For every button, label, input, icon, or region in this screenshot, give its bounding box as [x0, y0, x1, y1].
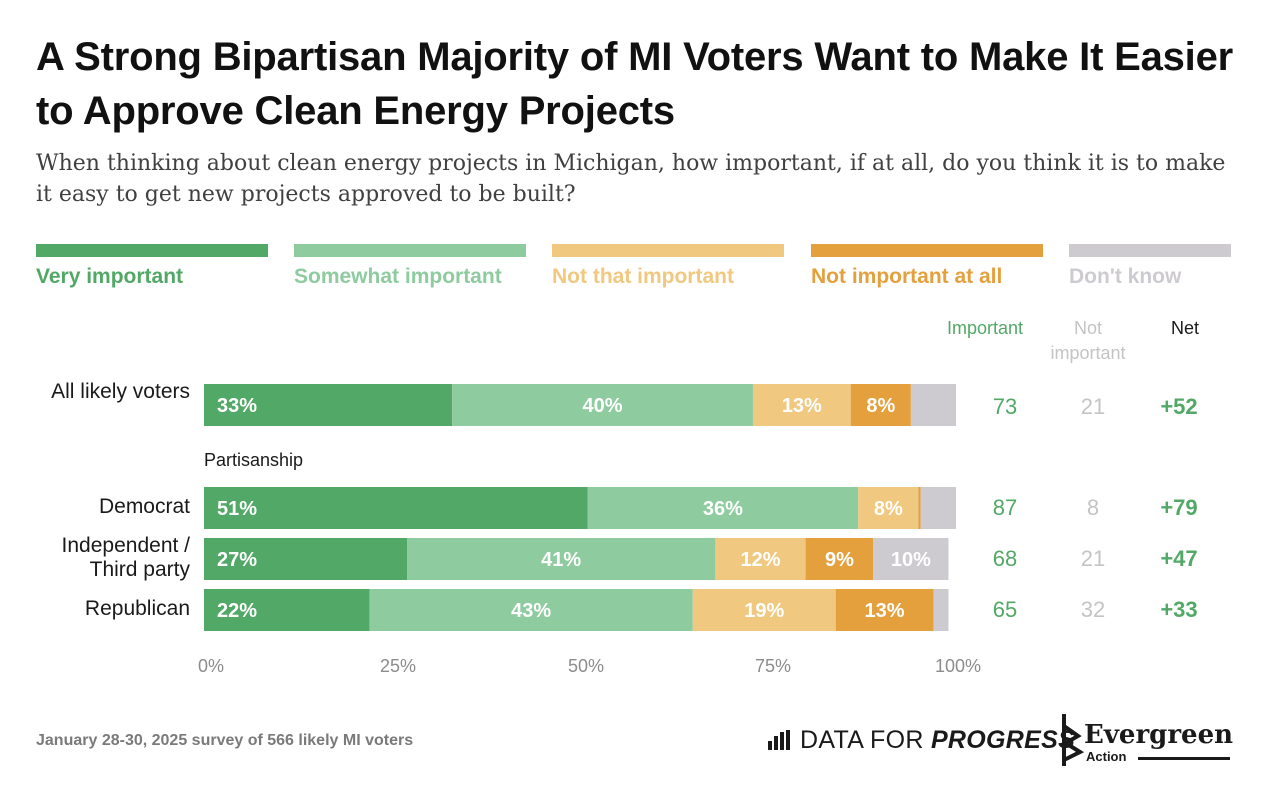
bar-segment	[858, 487, 919, 529]
net-value-independent: +47	[1160, 546, 1198, 571]
bar-data-label: 8%	[874, 498, 903, 520]
row-label-all-likely-voters: All likely voters	[51, 380, 190, 403]
net-value-democrat: +79	[1160, 495, 1198, 520]
legend-item-not-that-important: Not that important	[552, 244, 784, 289]
column-header-not-important: Not important	[1050, 318, 1126, 363]
bar-segment	[407, 538, 716, 580]
legend-swatch	[1069, 244, 1231, 257]
legend-label: Not important at all	[811, 265, 1003, 288]
bar-data-label: 36%	[703, 498, 743, 520]
x-tick-label: 25%	[379, 656, 417, 676]
bar-segment	[204, 487, 588, 529]
data-for-progress-logo: DATA FOR PROGRESS	[768, 724, 1075, 756]
legend-label: Very important	[36, 265, 184, 288]
legend-item-somewhat-important: Somewhat important	[294, 244, 526, 289]
legend-swatch	[294, 244, 526, 257]
x-tick-label: 50%	[567, 656, 605, 676]
data-for-progress-wordmark: DATA FOR PROGRESS	[800, 725, 1076, 754]
x-tick-label: 0%	[197, 656, 224, 676]
legend-item-dont-know: Don't know	[1069, 244, 1231, 289]
bar-data-label: 13%	[865, 600, 905, 622]
bar-data-label: 41%	[541, 549, 581, 571]
legend-swatch	[811, 244, 1043, 257]
chart-subtitle: When thinking about clean energy project…	[36, 151, 1226, 207]
chart-title: A Strong Bipartisan Majority of MI Voter…	[36, 35, 1234, 133]
row-label-independent: Independent / Third party	[61, 534, 190, 581]
bar-segment	[835, 589, 934, 631]
bar-segment	[715, 538, 806, 580]
bar-segment	[204, 384, 453, 426]
bar-segment	[692, 589, 836, 631]
column-header-net: Net	[1170, 318, 1199, 338]
footer-source-note: January 28-30, 2025 survey of 566 likely…	[36, 732, 414, 749]
evergreen-tree-icon	[1062, 714, 1084, 766]
evergreen-underline	[1138, 757, 1230, 760]
x-tick-label: 75%	[754, 656, 792, 676]
bar-segment	[933, 589, 949, 631]
evergreen-action-label: Action	[1086, 749, 1127, 764]
bar-data-label: 9%	[825, 549, 854, 571]
bar-data-label: 19%	[744, 600, 784, 622]
bar-segment	[204, 538, 408, 580]
evergreen-wordmark: Evergreen	[1084, 720, 1234, 750]
bar-data-label: 13%	[782, 395, 822, 417]
bar-segment	[873, 538, 949, 580]
important-value-all: 73	[992, 394, 1018, 419]
evergreen-action-logo: Evergreen Action	[1058, 712, 1238, 768]
bar-data-label: 33%	[217, 395, 257, 417]
bar-segment	[920, 487, 956, 529]
legend-label: Somewhat important	[294, 265, 502, 288]
bar-segment	[587, 487, 859, 529]
bar-segment	[910, 384, 956, 426]
bar-data-label: 27%	[217, 549, 257, 571]
bar-segment	[452, 384, 753, 426]
legend: Very important Somewhat important Not th…	[36, 244, 1231, 294]
bar-segment	[204, 589, 370, 631]
bar-segment	[850, 384, 911, 426]
bar-data-label: 10%	[891, 549, 931, 571]
not-important-value-republican: 32	[1080, 597, 1106, 622]
bar-data-label: 8%	[866, 395, 895, 417]
bar-data-label: 22%	[217, 600, 257, 622]
legend-label: Don't know	[1069, 265, 1182, 288]
bar-data-label: 43%	[511, 600, 551, 622]
important-value-independent: 68	[992, 546, 1018, 571]
legend-item-very-important: Very important	[36, 244, 268, 289]
not-important-value-independent: 21	[1080, 546, 1106, 571]
net-value-republican: +33	[1160, 597, 1198, 622]
column-header-important: Important	[946, 318, 1024, 338]
bar-segment	[369, 589, 693, 631]
net-value-all: +52	[1160, 394, 1198, 419]
bar-segment	[752, 384, 851, 426]
legend-swatch	[36, 244, 268, 257]
important-value-republican: 65	[992, 597, 1018, 622]
important-value-democrat: 87	[992, 495, 1018, 520]
section-label-partisanship: Partisanship	[204, 450, 304, 470]
bar-data-label: 40%	[583, 395, 623, 417]
not-important-value-democrat: 8	[1086, 495, 1100, 520]
bar-chart-icon	[768, 730, 792, 750]
row-label-democrat: Democrat	[98, 495, 190, 518]
bar-segment	[805, 538, 874, 580]
legend-item-not-important-at-all: Not important at all	[811, 244, 1043, 289]
not-important-value-all: 21	[1080, 394, 1106, 419]
x-tick-label: 100%	[934, 656, 982, 676]
legend-swatch	[552, 244, 784, 257]
bar-data-label: 51%	[217, 498, 257, 520]
bar-data-label: 12%	[740, 549, 780, 571]
legend-label: Not that important	[552, 265, 734, 288]
row-label-republican: Republican	[84, 597, 190, 620]
bar-segment	[918, 487, 921, 529]
